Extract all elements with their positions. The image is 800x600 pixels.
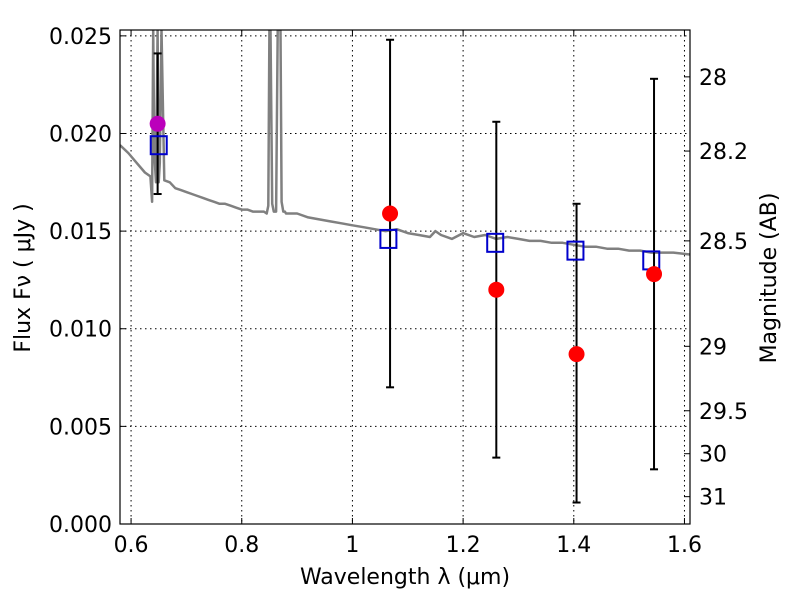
y-tick-label: 0.005 (49, 415, 112, 440)
data-point (568, 346, 585, 363)
x-tick-label: 0.8 (224, 533, 259, 558)
y-tick-labels: 0.000 0.005 0.010 0.015 0.020 0.025 (49, 25, 112, 538)
model-square-marker (149, 135, 168, 156)
data-point (488, 281, 505, 298)
right-tick-label: 31 (699, 486, 727, 511)
y-tick-label: 0.020 (49, 122, 112, 147)
right-tick-label: 28.5 (699, 230, 748, 255)
y-tick-label: 0.000 (49, 513, 112, 538)
grid-lines (120, 30, 690, 525)
x-tick-label: 1.6 (667, 533, 702, 558)
x-tick-label: 1.4 (556, 533, 591, 558)
x-tick-labels: 0.6 0.8 1 1.2 1.4 1.6 (114, 533, 702, 558)
y-tick-label: 0.010 (49, 318, 112, 343)
right-tick-label: 30 (699, 443, 727, 468)
x-tick-label: 1 (345, 533, 359, 558)
data-point (382, 205, 399, 222)
marker-layer (149, 115, 663, 363)
right-tick-label: 29.5 (699, 400, 748, 425)
axis-ticks (120, 30, 690, 525)
data-point (149, 115, 166, 132)
x-tick-label: 0.6 (114, 533, 149, 558)
data-point (646, 266, 663, 283)
y-tick-label: 0.025 (49, 25, 112, 50)
plot-frame (119, 29, 691, 525)
model-square-marker (566, 240, 585, 261)
x-tick-label: 1.2 (446, 533, 481, 558)
right-tick-label: 29 (699, 335, 727, 360)
y-axis-title: Flux Fν ( μJy ) (11, 203, 36, 352)
right-axis-title: Magnitude (AB) (757, 193, 782, 364)
right-tick-label: 28 (699, 66, 727, 91)
spectrum-line (120, 30, 690, 256)
right-tick-labels: 28 28.2 28.5 29 29.5 30 31 (699, 66, 748, 511)
model-square-marker (379, 228, 398, 249)
errorbar-layer (153, 38, 659, 504)
y-tick-label: 0.015 (49, 220, 112, 245)
right-tick-label: 28.2 (699, 140, 748, 165)
x-axis-title: Wavelength λ (μm) (300, 565, 510, 590)
spectrum-layer (120, 30, 690, 256)
model-square-marker (486, 232, 505, 253)
